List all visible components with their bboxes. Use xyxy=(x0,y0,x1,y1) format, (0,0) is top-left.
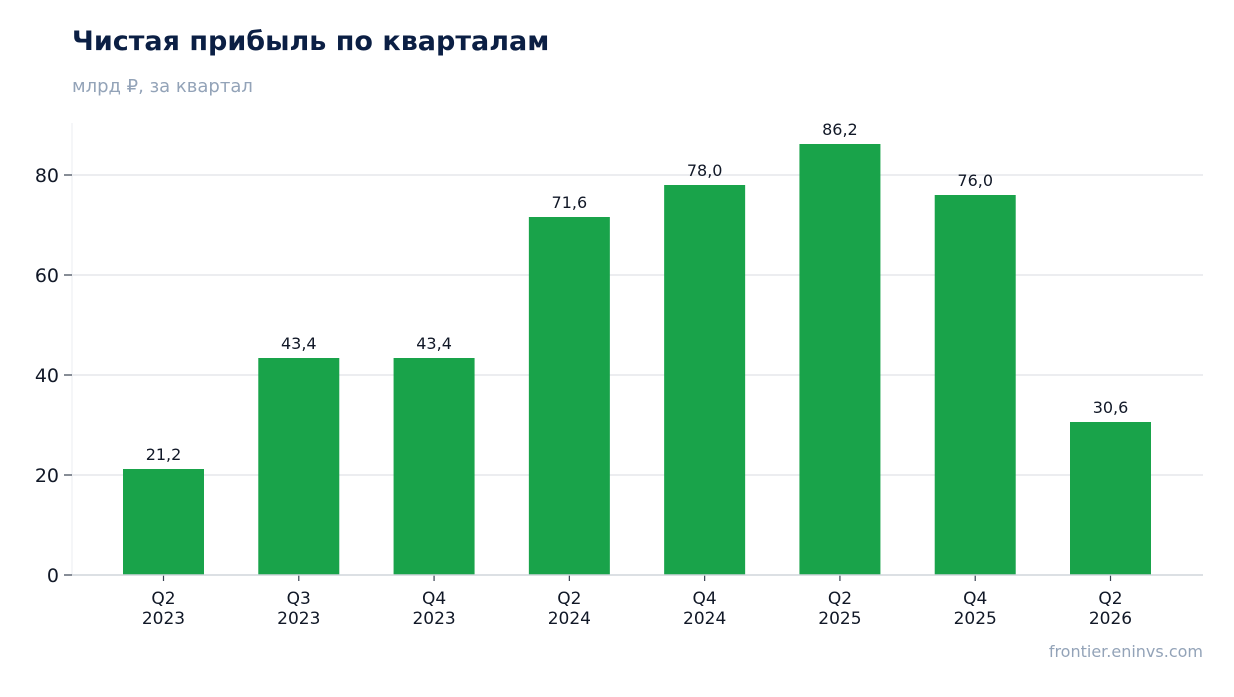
data-label: 43,4 xyxy=(281,334,317,353)
y-tick-label: 80 xyxy=(35,165,59,187)
source-link[interactable]: frontier.eninvs.com xyxy=(1048,642,1203,661)
chart-title: Чистая прибыль по кварталам xyxy=(72,26,550,57)
x-tick-label: Q4 2023 xyxy=(412,589,455,629)
bar xyxy=(934,195,1016,575)
x-tick-label: Q3 2023 xyxy=(277,589,320,629)
bar xyxy=(393,358,475,575)
y-tick-label: 0 xyxy=(47,565,59,587)
x-tick-label: Q2 2025 xyxy=(818,589,861,629)
x-tick-label: Q4 2025 xyxy=(954,589,997,629)
y-tick-label: 40 xyxy=(35,365,59,387)
x-tick-label: Q2 2026 xyxy=(1089,589,1132,629)
data-label: 71,6 xyxy=(552,193,588,212)
data-label: 86,2 xyxy=(822,120,858,139)
data-label: 21,2 xyxy=(146,445,182,464)
bar xyxy=(528,217,610,575)
data-label: 76,0 xyxy=(957,171,993,190)
bar xyxy=(799,144,881,575)
data-label: 43,4 xyxy=(416,334,452,353)
data-label: 78,0 xyxy=(687,161,723,180)
y-tick-label: 60 xyxy=(35,265,59,287)
x-tick-label: Q2 2023 xyxy=(142,589,185,629)
bar xyxy=(123,469,204,575)
x-tick-label: Q2 2024 xyxy=(548,589,591,629)
y-tick-label: 20 xyxy=(35,465,59,487)
bar xyxy=(1070,422,1151,575)
chart-subtitle: млрд ₽, за квартал xyxy=(72,76,253,97)
bar xyxy=(664,185,746,575)
x-tick-label: Q4 2024 xyxy=(683,589,726,629)
bar xyxy=(258,358,340,575)
data-label: 30,6 xyxy=(1093,398,1129,417)
